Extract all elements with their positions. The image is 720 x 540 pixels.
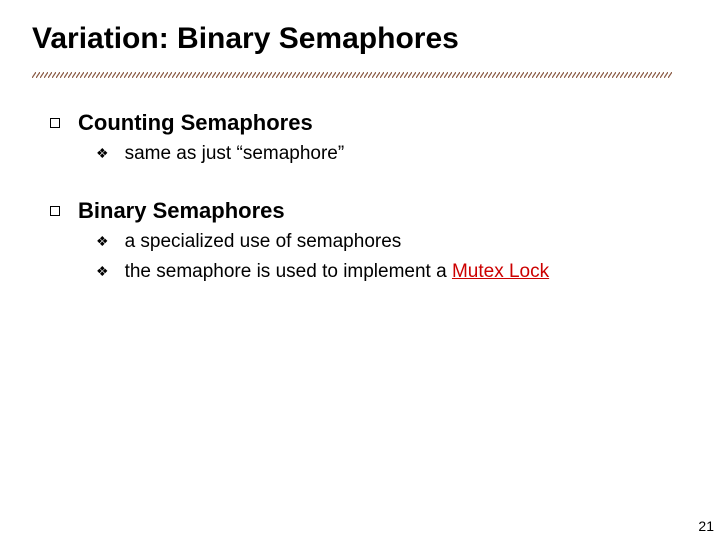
slide: Variation: Binary Semaphores Counting Se… [0, 0, 720, 540]
bullet-level2: ❖ a specialized use of semaphores [96, 230, 680, 254]
bullet-level1: Binary Semaphores [50, 198, 680, 224]
spacer [50, 166, 680, 188]
square-bullet-icon [50, 206, 60, 216]
slide-content: Counting Semaphores ❖ same as just “sema… [50, 100, 680, 284]
heading-text: Counting Semaphores [78, 110, 313, 136]
bullet-level2: ❖ the semaphore is used to implement a M… [96, 260, 680, 284]
diamond-bullet-icon: ❖ [96, 260, 109, 282]
title-divider [32, 72, 672, 78]
bullet-level2: ❖ same as just “semaphore” [96, 142, 680, 166]
diamond-bullet-icon: ❖ [96, 142, 109, 164]
body-text: same as just “semaphore” [125, 142, 345, 166]
diamond-bullet-icon: ❖ [96, 230, 109, 252]
page-number: 21 [698, 518, 714, 534]
body-text-prefix: the semaphore is used to implement a [125, 261, 452, 282]
body-text: a specialized use of semaphores [125, 230, 402, 254]
body-text: the semaphore is used to implement a Mut… [125, 260, 550, 284]
heading-text: Binary Semaphores [78, 198, 285, 224]
slide-title: Variation: Binary Semaphores [32, 22, 459, 56]
square-bullet-icon [50, 118, 60, 128]
mutex-lock-text: Mutex Lock [452, 261, 549, 282]
bullet-level1: Counting Semaphores [50, 110, 680, 136]
